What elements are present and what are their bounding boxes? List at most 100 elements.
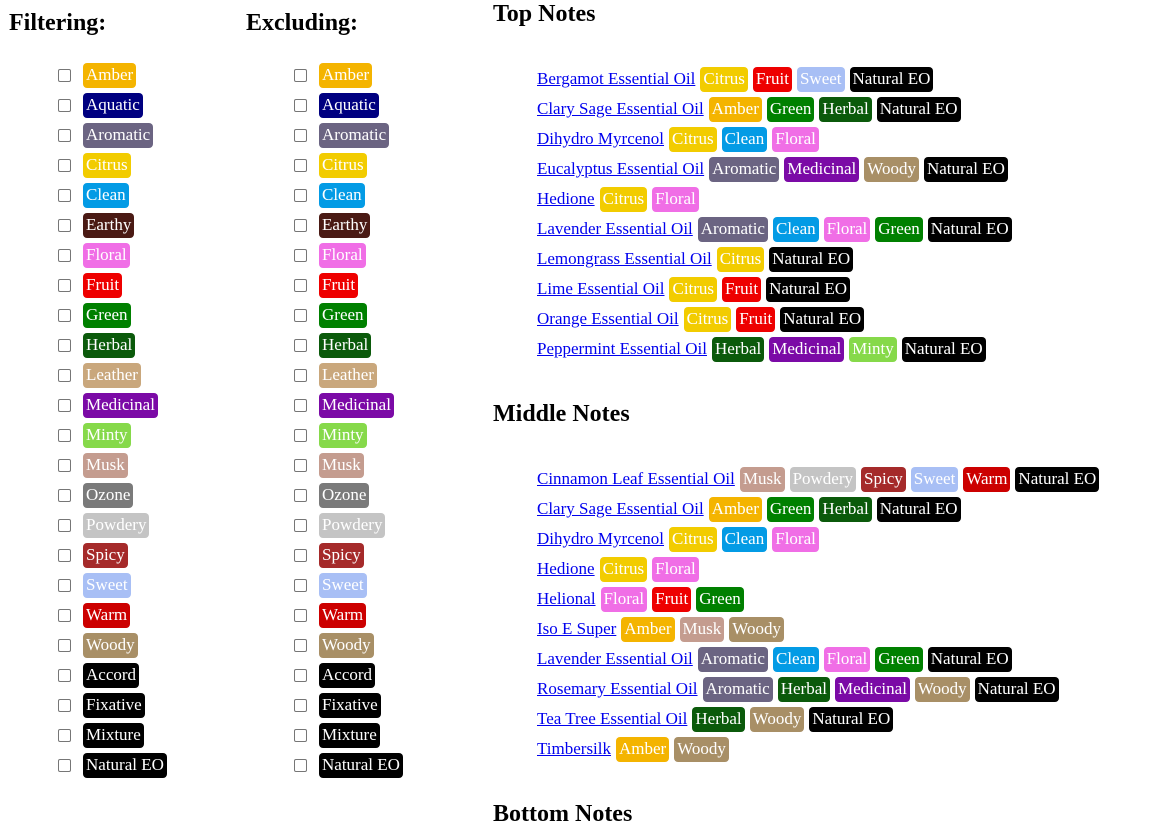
excluding-checkbox-spicy[interactable]	[294, 548, 307, 562]
excluding-checkbox-sweet[interactable]	[294, 578, 307, 592]
filtering-checkbox-musk[interactable]	[58, 458, 71, 472]
excluding-checkbox-clean[interactable]	[294, 188, 307, 202]
note-entry: Helional Floral Fruit Green	[537, 584, 1153, 614]
ingredient-link-bergamot-essential-oil[interactable]: Bergamot Essential Oil	[537, 69, 696, 88]
tag-citrus: Citrus	[599, 556, 648, 582]
note-entry: Lime Essential Oil Citrus Fruit Natural EO	[537, 274, 1153, 304]
ingredient-link-clary-sage-essential-oil[interactable]: Clary Sage Essential Oil	[537, 99, 704, 118]
filtering-checkbox-minty[interactable]	[58, 428, 71, 442]
filtering-checkbox-accord[interactable]	[58, 668, 71, 682]
excluding-option-herbal: Herbal	[293, 330, 403, 360]
excluding-checkbox-musk[interactable]	[294, 458, 307, 472]
ingredient-link-lavender-essential-oil[interactable]: Lavender Essential Oil	[537, 649, 693, 668]
excluding-checkbox-warm[interactable]	[294, 608, 307, 622]
excluding-checkbox-minty[interactable]	[294, 428, 307, 442]
excluding-checkbox-floral[interactable]	[294, 248, 307, 262]
filtering-checkbox-medicinal[interactable]	[58, 398, 71, 412]
excluding-checkbox-green[interactable]	[294, 308, 307, 322]
excluding-checkbox-accord[interactable]	[294, 668, 307, 682]
excluding-checkbox-powdery[interactable]	[294, 518, 307, 532]
excluding-checkbox-natural-eo[interactable]	[294, 758, 307, 772]
tag-natural-eo: Natural EO	[83, 752, 167, 778]
filtering-checkbox-leather[interactable]	[58, 368, 71, 382]
filtering-option-powdery: Powdery	[57, 510, 167, 540]
excluding-checkbox-medicinal[interactable]	[294, 398, 307, 412]
ingredient-link-peppermint-essential-oil[interactable]: Peppermint Essential Oil	[537, 339, 707, 358]
ingredient-link-timbersilk[interactable]: Timbersilk	[537, 739, 612, 758]
filtering-checkbox-amber[interactable]	[58, 68, 71, 82]
filtering-option-floral: Floral	[57, 240, 167, 270]
excluding-option-fruit: Fruit	[293, 270, 403, 300]
tag-citrus: Citrus	[669, 276, 718, 302]
tag-green: Green	[766, 496, 815, 522]
ingredient-link-eucalyptus-essential-oil[interactable]: Eucalyptus Essential Oil	[537, 159, 705, 178]
filtering-checkbox-earthy[interactable]	[58, 218, 71, 232]
tag-spicy: Spicy	[83, 542, 128, 568]
excluding-checkbox-aquatic[interactable]	[294, 98, 307, 112]
filtering-option-medicinal: Medicinal	[57, 390, 167, 420]
top-notes-list: Bergamot Essential Oil Citrus Fruit Sweet Na…	[493, 64, 1153, 364]
excluding-checkbox-amber[interactable]	[294, 68, 307, 82]
tag-herbal: Herbal	[819, 496, 872, 522]
excluding-checkbox-fruit[interactable]	[294, 278, 307, 292]
excluding-checkbox-ozone[interactable]	[294, 488, 307, 502]
filtering-checkbox-mixture[interactable]	[58, 728, 71, 742]
ingredient-link-hedione[interactable]: Hedione	[537, 189, 595, 208]
filtering-checkbox-aquatic[interactable]	[58, 98, 71, 112]
tag-minty: Minty	[319, 422, 367, 448]
excluding-checkbox-fixative[interactable]	[294, 698, 307, 712]
filtering-checkbox-powdery[interactable]	[58, 518, 71, 532]
excluding-option-amber: Amber	[293, 60, 403, 90]
excluding-checkbox-mixture[interactable]	[294, 728, 307, 742]
excluding-option-floral: Floral	[293, 240, 403, 270]
filtering-checkbox-spicy[interactable]	[58, 548, 71, 562]
note-entry: Lemongrass Essential Oil Citrus Natural EO	[537, 244, 1153, 274]
tag-minty: Minty	[83, 422, 131, 448]
ingredient-link-orange-essential-oil[interactable]: Orange Essential Oil	[537, 309, 679, 328]
filtering-checkbox-green[interactable]	[58, 308, 71, 322]
excluding-checkbox-woody[interactable]	[294, 638, 307, 652]
tag-natural-eo: Natural EO	[849, 66, 934, 92]
ingredient-link-dihydro-myrcenol[interactable]: Dihydro Myrcenol	[537, 129, 665, 148]
excluding-checkbox-citrus[interactable]	[294, 158, 307, 172]
tag-earthy: Earthy	[83, 212, 135, 238]
filtering-checkbox-floral[interactable]	[58, 248, 71, 262]
filtering-checkbox-clean[interactable]	[58, 188, 71, 202]
tag-clean: Clean	[721, 126, 768, 152]
ingredient-link-iso-e-super[interactable]: Iso E Super	[537, 619, 617, 638]
filtering-checkbox-woody[interactable]	[58, 638, 71, 652]
ingredient-link-rosemary-essential-oil[interactable]: Rosemary Essential Oil	[537, 679, 698, 698]
ingredient-link-helional[interactable]: Helional	[537, 589, 596, 608]
tag-woody: Woody	[729, 616, 784, 642]
ingredient-link-cinnamon-leaf-essential-oil[interactable]: Cinnamon Leaf Essential Oil	[537, 469, 735, 488]
excluding-option-earthy: Earthy	[293, 210, 403, 240]
filtering-option-citrus: Citrus	[57, 150, 167, 180]
tag-aromatic: Aromatic	[697, 646, 768, 672]
ingredient-link-lime-essential-oil[interactable]: Lime Essential Oil	[537, 279, 665, 298]
excluding-checkbox-herbal[interactable]	[294, 338, 307, 352]
middle-notes-list: Cinnamon Leaf Essential Oil Musk Powdery Sp…	[493, 464, 1153, 764]
tag-fixative: Fixative	[319, 692, 381, 718]
filtering-checkbox-fixative[interactable]	[58, 698, 71, 712]
excluding-checkbox-aromatic[interactable]	[294, 128, 307, 142]
excluding-checkbox-earthy[interactable]	[294, 218, 307, 232]
filtering-checkbox-aromatic[interactable]	[58, 128, 71, 142]
tag-spicy: Spicy	[319, 542, 364, 568]
tag-musk: Musk	[739, 466, 785, 492]
filtering-checkbox-ozone[interactable]	[58, 488, 71, 502]
ingredient-link-hedione[interactable]: Hedione	[537, 559, 595, 578]
filtering-checkbox-citrus[interactable]	[58, 158, 71, 172]
filtering-checkbox-fruit[interactable]	[58, 278, 71, 292]
ingredient-link-dihydro-myrcenol[interactable]: Dihydro Myrcenol	[537, 529, 665, 548]
note-entry: Tea Tree Essential Oil Herbal Woody Natural…	[537, 704, 1153, 734]
filtering-checkbox-natural-eo[interactable]	[58, 758, 71, 772]
filtering-checkbox-sweet[interactable]	[58, 578, 71, 592]
ingredient-link-clary-sage-essential-oil[interactable]: Clary Sage Essential Oil	[537, 499, 704, 518]
ingredient-link-tea-tree-essential-oil[interactable]: Tea Tree Essential Oil	[537, 709, 688, 728]
tag-accord: Accord	[319, 662, 376, 688]
filtering-checkbox-herbal[interactable]	[58, 338, 71, 352]
ingredient-link-lavender-essential-oil[interactable]: Lavender Essential Oil	[537, 219, 693, 238]
filtering-checkbox-warm[interactable]	[58, 608, 71, 622]
excluding-checkbox-leather[interactable]	[294, 368, 307, 382]
ingredient-link-lemongrass-essential-oil[interactable]: Lemongrass Essential Oil	[537, 249, 712, 268]
